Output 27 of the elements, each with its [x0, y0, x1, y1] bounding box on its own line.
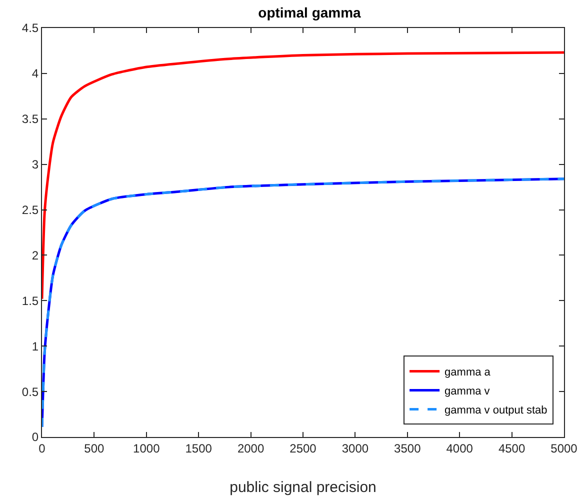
chart-title: optimal gamma	[258, 4, 362, 20]
legend-label: gamma v	[444, 386, 490, 398]
line-series	[42, 51, 564, 300]
y-tick-label: 3.5	[22, 112, 39, 126]
y-tick-label: 1.5	[22, 294, 39, 308]
y-tick-label: 2	[32, 248, 39, 262]
x-tick-label: 4500	[498, 441, 526, 456]
x-tick-label: 3500	[394, 441, 422, 456]
x-tick-label: 1000	[133, 441, 160, 456]
x-tick-label: 3000	[342, 441, 369, 456]
y-tick-label: 2.5	[22, 202, 39, 217]
y-tick-label: 0	[32, 430, 39, 444]
y-tick-label: 4	[32, 66, 39, 81]
x-tick-label: 2500	[290, 441, 317, 456]
x-tick-label: 4000	[446, 441, 474, 456]
y-tick-label: 1	[32, 339, 39, 354]
line-series	[42, 178, 564, 428]
x-tick-label: 5000	[550, 441, 578, 456]
legend-label: gamma a	[444, 366, 492, 379]
y-tick-label: 0.5	[22, 384, 39, 399]
x-tick-label: 1500	[185, 441, 212, 456]
x-tick-label: 2000	[237, 441, 264, 456]
x-axis-title: public signal precision	[230, 479, 376, 496]
y-tick-label: 3	[32, 158, 39, 172]
legend-label: gamma v output stab	[444, 404, 548, 417]
y-tick-label: 4.5	[22, 21, 39, 36]
x-tick-label: 500	[84, 441, 105, 456]
